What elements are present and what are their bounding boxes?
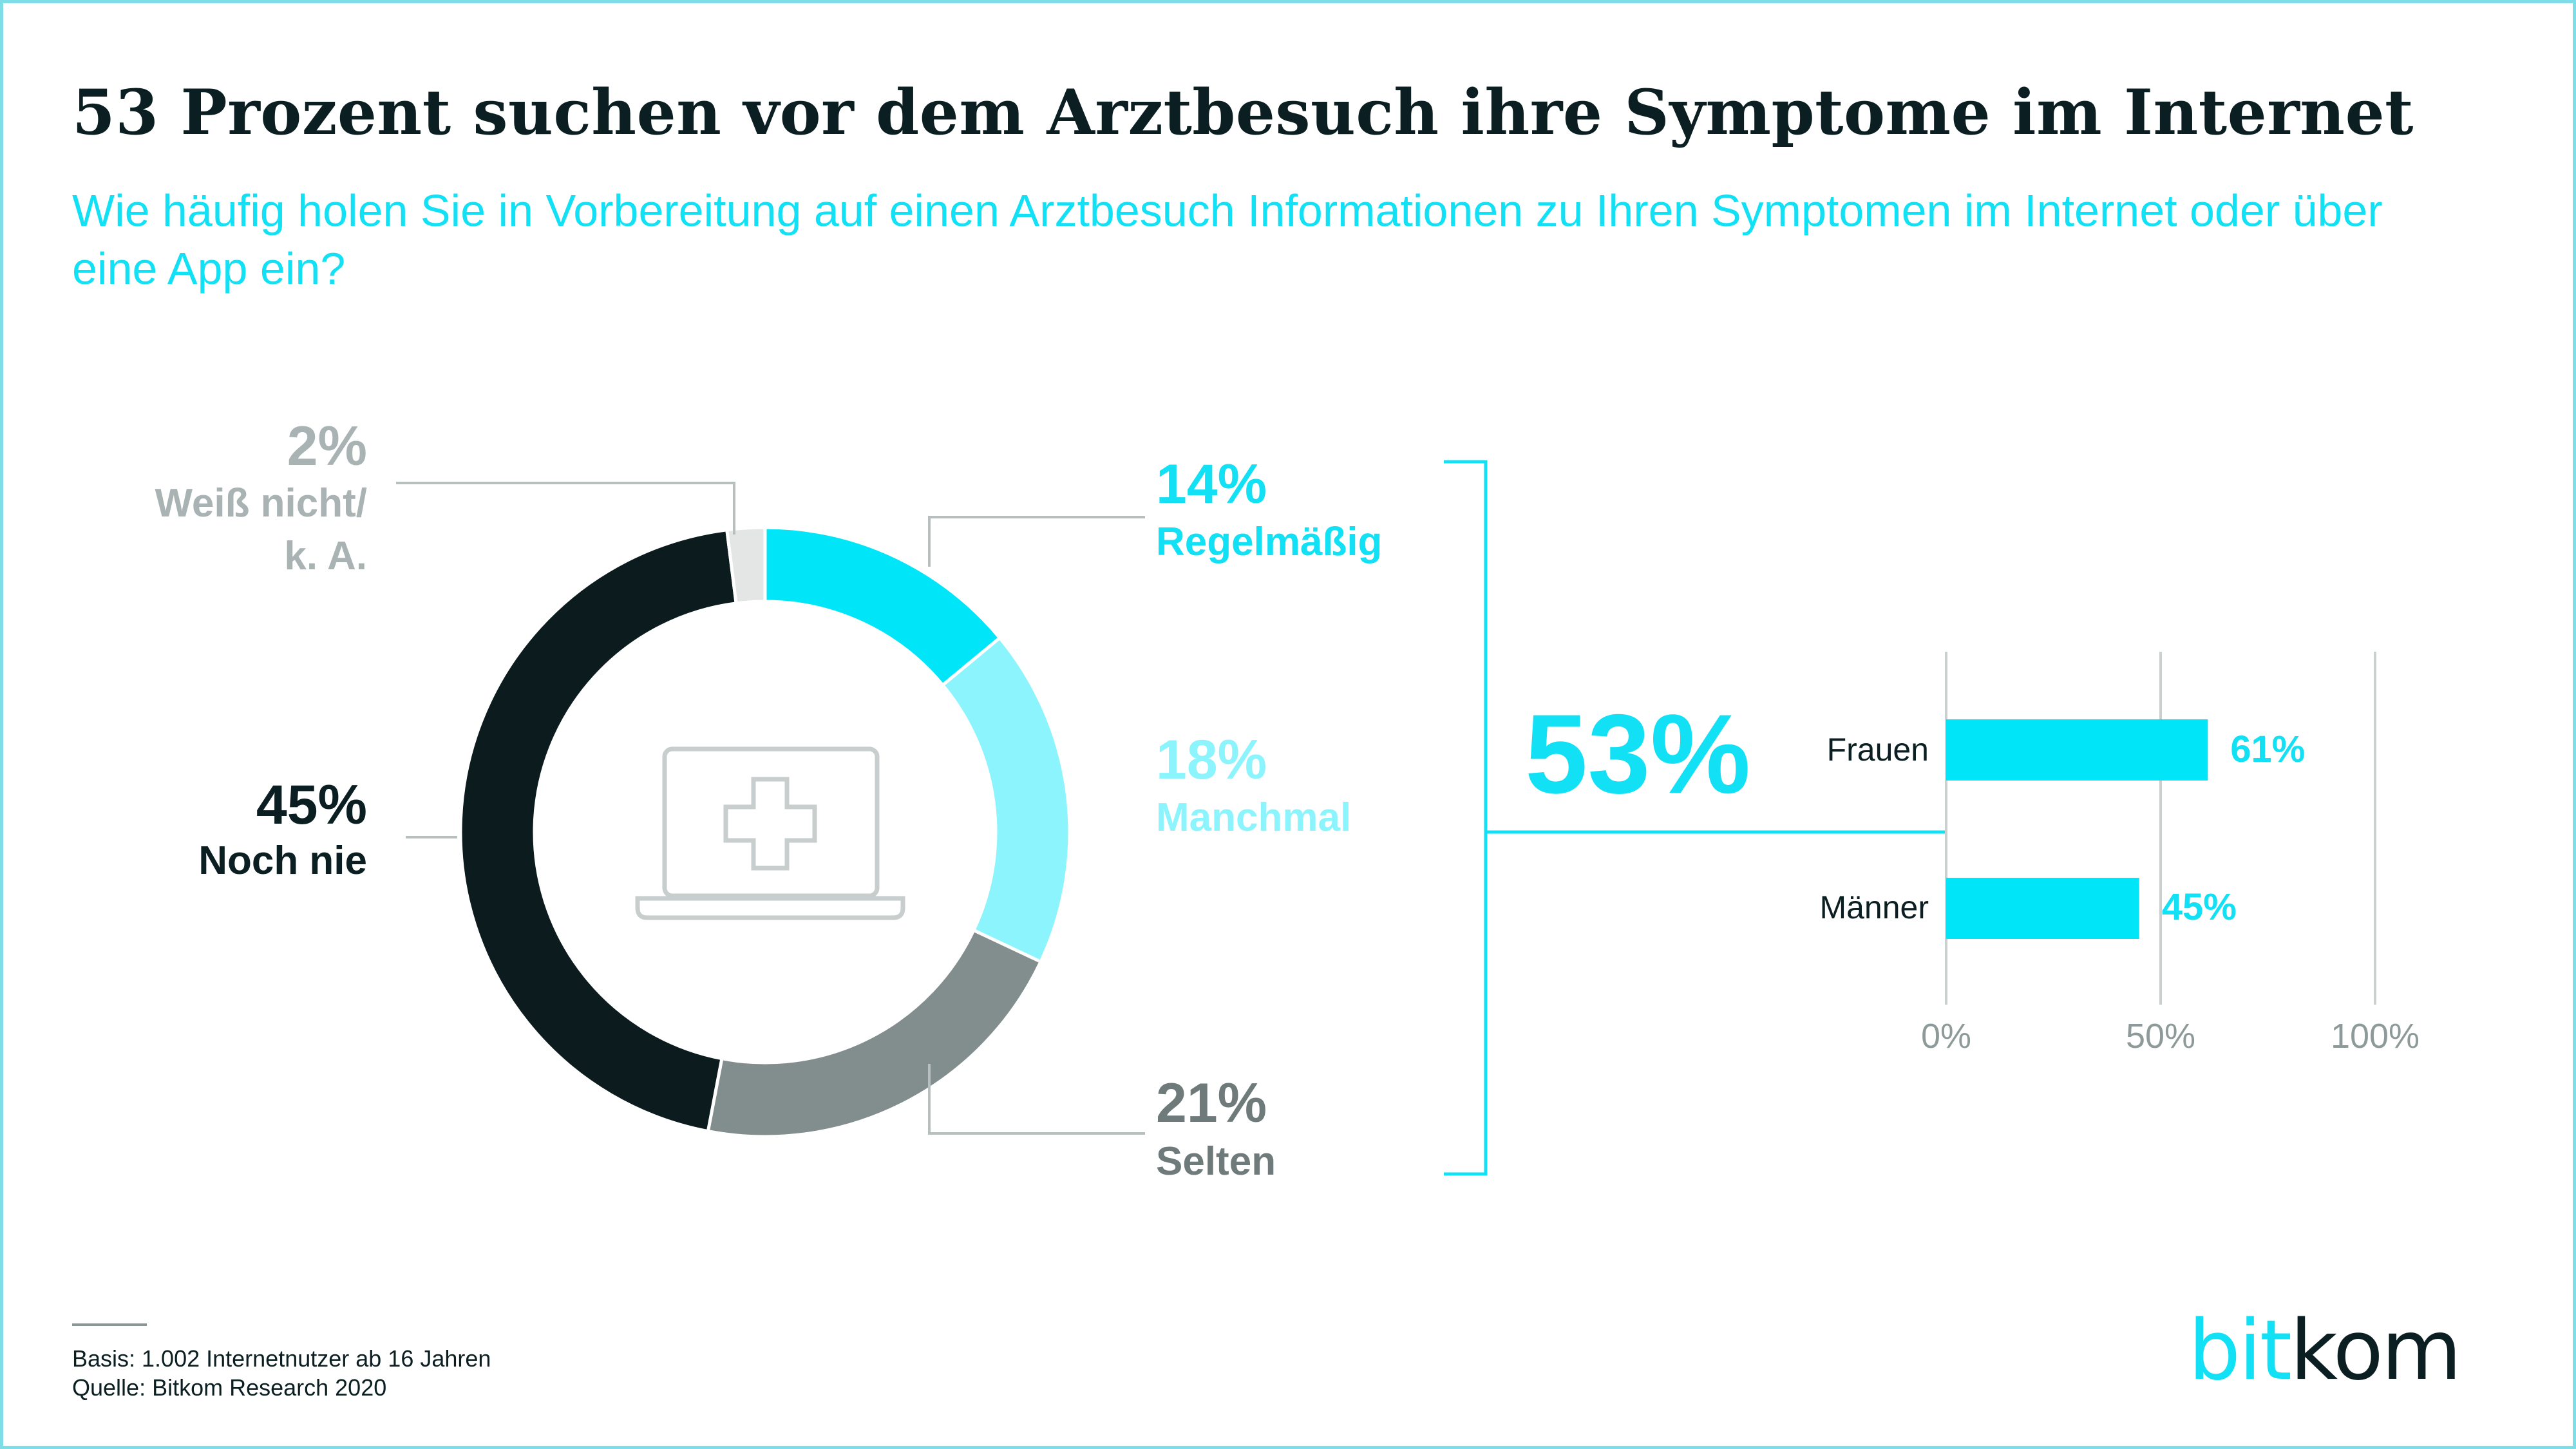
donut-slice-selten: [706, 928, 1043, 1139]
laptop-base: [635, 896, 905, 920]
leader-line-regelmaessig: [928, 516, 1145, 567]
leader-line-weiss-nicht: [396, 482, 735, 535]
x-tick-50: 50%: [2125, 1017, 2196, 1056]
chart-subtitle: Wie häufig holen Sie in Vorbereitung auf…: [72, 185, 2383, 294]
chart-title: 53 Prozent suchen vor dem Arztbesuch ihr…: [72, 76, 2414, 149]
bitkom-logo: bitkom: [2188, 1303, 2462, 1399]
bar-frauen: [1946, 719, 2208, 781]
slice-value-noch-nie: 45%: [256, 774, 367, 836]
leader-line-selten: [928, 1064, 1145, 1135]
donut-slice-noch-nie: [459, 527, 738, 1133]
slice-label-selten: Selten: [1156, 1139, 1276, 1184]
bracket: [1444, 460, 1946, 1176]
slice-label-regelmaessig: Regelmäßig: [1156, 520, 1383, 564]
bar-chart-bars: [1946, 719, 2208, 939]
leader-lines: [396, 482, 1145, 1135]
slice-label-manchmal: Manchmal: [1156, 795, 1352, 840]
laptop-medical-cross-icon: [635, 746, 905, 920]
footer-basis: Basis: 1.002 Internetnutzer ab 16 Jahren: [72, 1345, 491, 1372]
slice-value-weiss-nicht: 2%: [287, 415, 367, 477]
slice-value-manchmal: 18%: [1156, 729, 1267, 791]
bar-category-frauen: Frauen: [1826, 732, 1929, 768]
footer-quelle: Quelle: Bitkom Research 2020: [72, 1374, 387, 1401]
bar-category-maenner: Männer: [1819, 889, 1929, 925]
bar-chart-grid: [1945, 652, 2376, 1005]
x-tick-0: 0%: [1920, 1017, 1972, 1056]
donut-chart: [459, 526, 1072, 1139]
donut-slice-regelmaessig: [763, 526, 1002, 688]
slice-label-noch-nie: Noch nie: [198, 838, 367, 883]
logo-part-kom: kom: [2290, 1303, 2462, 1399]
slice-value-selten: 21%: [1156, 1072, 1267, 1134]
x-tick-100: 100%: [2330, 1017, 2420, 1056]
footer-rule: [72, 1323, 147, 1326]
donut-slice-weiss-nicht: [724, 526, 767, 605]
medical-cross: [723, 777, 817, 871]
total-value: 53%: [1525, 692, 1751, 817]
logo-part-bit: bit: [2188, 1303, 2292, 1399]
donut-slice-manchmal: [940, 635, 1072, 964]
bracket-shape: [1444, 460, 1488, 1176]
slice-label-weiss-nicht-line2: k. A.: [284, 534, 367, 578]
slice-label-weiss-nicht-line1: Weiß nicht/: [155, 481, 367, 526]
slice-value-regelmaessig: 14%: [1156, 453, 1267, 515]
bar-maenner: [1946, 878, 2139, 939]
bar-value-frauen: 61%: [2230, 728, 2306, 770]
laptop-screen: [662, 746, 880, 898]
bar-value-maenner: 45%: [2161, 886, 2237, 928]
